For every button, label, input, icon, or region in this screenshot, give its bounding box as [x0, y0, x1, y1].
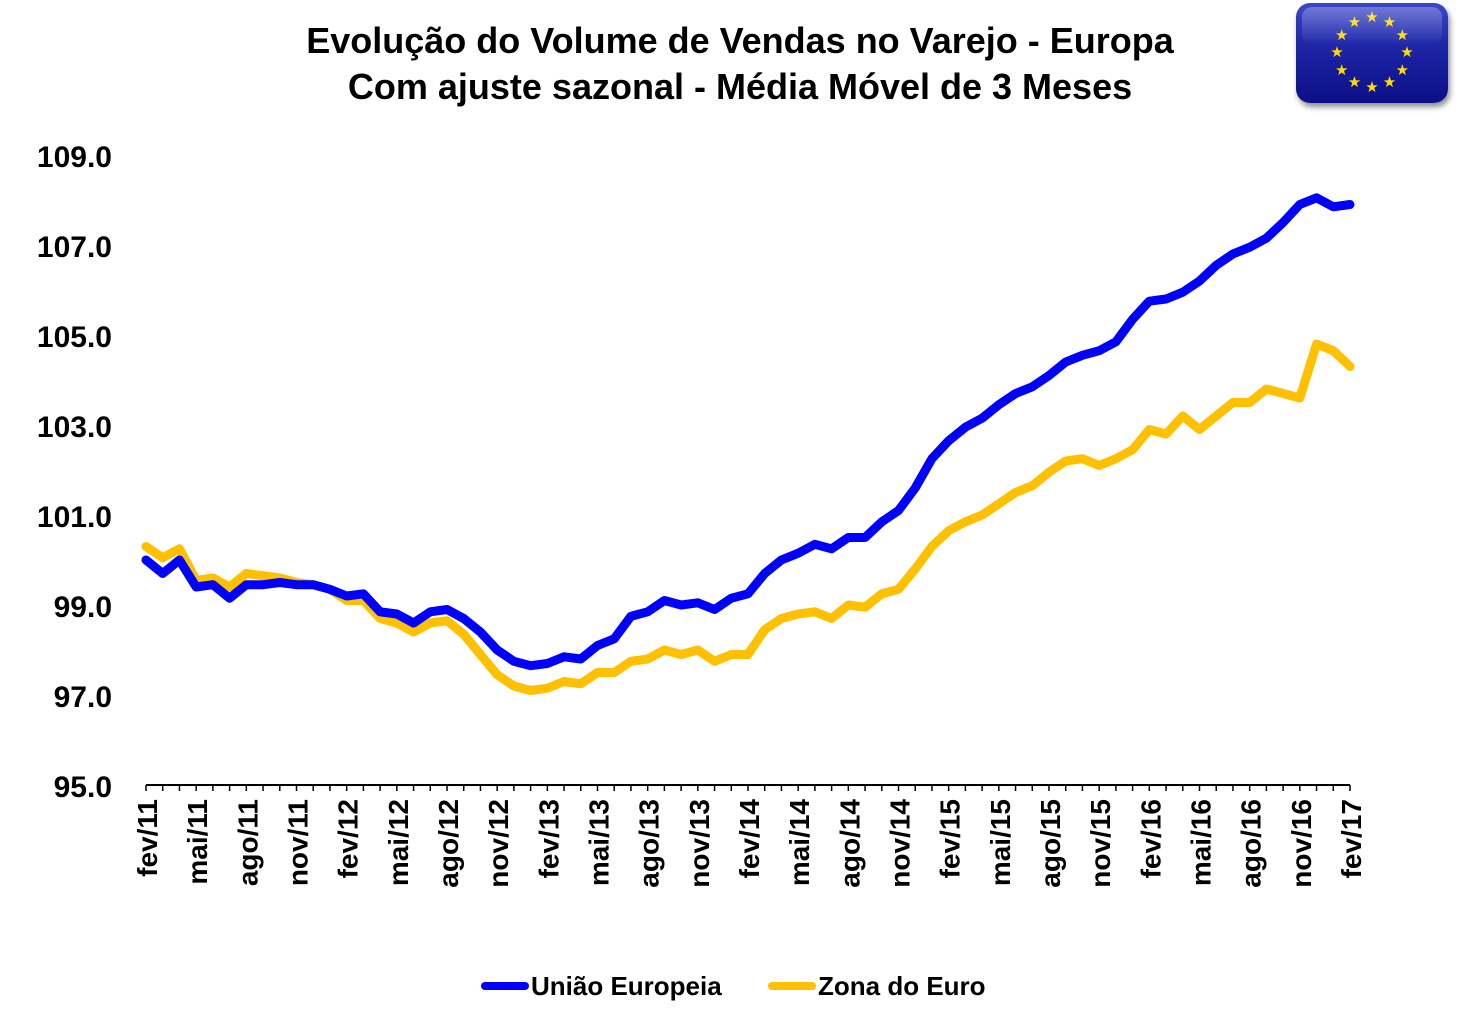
- eu-flag-icon: ★ ★ ★ ★ ★ ★ ★ ★ ★ ★ ★ ★: [1296, 3, 1448, 103]
- legend-item-zona-do-euro: Zona do Euro: [768, 966, 986, 1006]
- eu-star-icon: ★: [1382, 74, 1397, 92]
- y-tick-label: 95.0: [54, 771, 112, 804]
- x-tick-label: ago/16: [1236, 799, 1267, 888]
- series-lines: [141, 193, 1355, 695]
- legend-swatch-zona-do-euro: [768, 982, 816, 990]
- legend-swatch-uniao-europeia: [481, 982, 529, 990]
- y-axis-tick-labels: 109.0 107.0 105.0 103.0 101.0 99.0 97.0 95.0: [37, 141, 112, 804]
- chart-title-line-1: Evolução do Volume de Vendas no Varejo -…: [306, 20, 1174, 61]
- x-tick-label: nov/15: [1085, 799, 1116, 888]
- line-chart: 109.0 107.0 105.0 103.0 101.0 99.0 97.0 95.0 fe…: [37, 141, 1367, 888]
- series-line-uniao-europeia: [141, 193, 1355, 671]
- legend: União Europeia Zona do Euro: [0, 966, 1476, 1006]
- legend-label-uniao-europeia: União Europeia: [531, 970, 722, 1001]
- x-tick-label: nov/13: [684, 799, 715, 888]
- chart-title-line-2: Com ajuste sazonal - Média Móvel de 3 Me…: [347, 66, 1133, 107]
- y-tick-label: 97.0: [54, 681, 112, 714]
- y-tick-label: 103.0: [37, 411, 112, 444]
- chart-title: Evolução do Volume de Vendas no Varejo -…: [180, 18, 1300, 110]
- eu-star-icon: ★: [1347, 74, 1362, 92]
- x-tick-label: fev/14: [734, 799, 765, 879]
- x-tick-label: ago/14: [834, 799, 865, 888]
- x-tick-label: ago/11: [232, 799, 263, 886]
- x-tick-label: ago/15: [1035, 799, 1066, 888]
- legend-item-uniao-europeia: União Europeia: [481, 966, 722, 1006]
- eu-star-icon: ★: [1334, 61, 1349, 79]
- y-tick-label: 109.0: [37, 141, 112, 174]
- x-tick-label: fev/12: [333, 799, 364, 878]
- x-tick-label: mai/13: [584, 799, 615, 886]
- y-tick-label: 99.0: [54, 591, 112, 624]
- eu-star-icon: ★: [1395, 61, 1410, 79]
- x-tick-label: nov/16: [1286, 799, 1317, 888]
- x-tick-label: mai/16: [1186, 799, 1217, 886]
- x-tick-label: fev/16: [1135, 799, 1166, 878]
- series-line-zona-do-euro: [141, 339, 1355, 695]
- eu-star-icon: ★: [1365, 79, 1379, 96]
- x-tick-label: fev/17: [1336, 799, 1367, 878]
- x-tick-label: fev/11: [132, 799, 163, 877]
- y-tick-label: 107.0: [37, 231, 112, 264]
- x-tick-label: mai/12: [383, 799, 414, 886]
- x-tick-label: fev/13: [533, 799, 564, 878]
- x-tick-label: mai/11: [182, 799, 213, 885]
- x-tick-label: mai/14: [784, 799, 815, 887]
- x-tick-label: nov/11: [283, 799, 314, 886]
- x-tick-label: fev/15: [935, 799, 966, 878]
- x-tick-label: nov/12: [483, 799, 514, 888]
- y-tick-label: 105.0: [37, 321, 112, 354]
- x-tick-label: nov/14: [885, 799, 916, 888]
- x-axis: fev/11 mai/11 ago/11 nov/11 fev/12 mai/12 ago/…: [132, 784, 1367, 888]
- y-tick-label: 101.0: [37, 501, 112, 534]
- eu-star-icon: ★: [1400, 44, 1414, 61]
- eu-star-icon: ★: [1330, 44, 1344, 61]
- x-tick-label: ago/12: [433, 799, 464, 888]
- x-tick-label: mai/15: [985, 799, 1016, 886]
- x-tick-label: ago/13: [634, 799, 665, 888]
- legend-label-zona-do-euro: Zona do Euro: [818, 970, 986, 1001]
